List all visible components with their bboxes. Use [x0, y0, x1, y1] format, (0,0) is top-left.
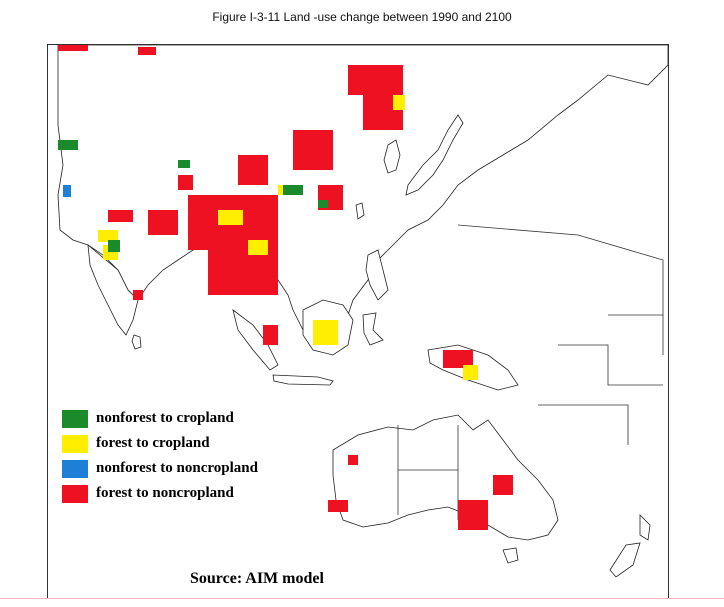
legend-swatch-yellow — [62, 434, 88, 453]
india — [87, 244, 139, 336]
legend-label: nonforest to cropland — [96, 410, 234, 426]
new-zealand-north — [639, 514, 651, 541]
pacific-box-mid — [538, 404, 629, 445]
sumatra — [232, 309, 279, 371]
legend-item-forest-to-noncropland: forest to noncropland — [62, 481, 258, 506]
sulawesi — [362, 312, 384, 346]
source-note: Source: AIM model — [190, 570, 324, 587]
philippines — [365, 249, 389, 301]
japan — [405, 114, 464, 196]
legend-swatch-green — [62, 409, 88, 428]
legend-label: forest to noncropland — [96, 485, 234, 501]
sri-lanka — [131, 334, 142, 350]
nonforest-to-noncropland-patches — [63, 185, 71, 197]
taiwan — [355, 202, 365, 220]
legend-label: forest to cropland — [96, 435, 210, 451]
legend-swatch-blue — [62, 459, 88, 478]
korea — [383, 139, 401, 174]
tasmania — [502, 547, 519, 564]
java — [272, 374, 334, 386]
asia-mainland — [57, 45, 668, 346]
pacific-box-north — [457, 224, 664, 355]
pacific-box-south — [558, 344, 663, 386]
map-svg — [57, 45, 668, 578]
australia — [332, 414, 559, 541]
nonforest-to-cropland-patches — [58, 140, 328, 252]
legend-item-forest-to-cropland: forest to cropland — [62, 431, 258, 456]
map-frame — [47, 44, 669, 599]
map-legend: nonforest to cropland forest to cropland… — [62, 406, 258, 506]
legend-item-nonforest-to-noncropland: nonforest to noncropland — [62, 456, 258, 481]
figure-title: Figure I-3-11 Land -use change between 1… — [212, 10, 512, 24]
legend-label: nonforest to noncropland — [96, 460, 258, 476]
new-zealand-south — [609, 542, 641, 578]
legend-swatch-red — [62, 484, 88, 503]
legend-item-nonforest-to-cropland: nonforest to cropland — [62, 406, 258, 431]
bottom-rule — [0, 598, 724, 599]
